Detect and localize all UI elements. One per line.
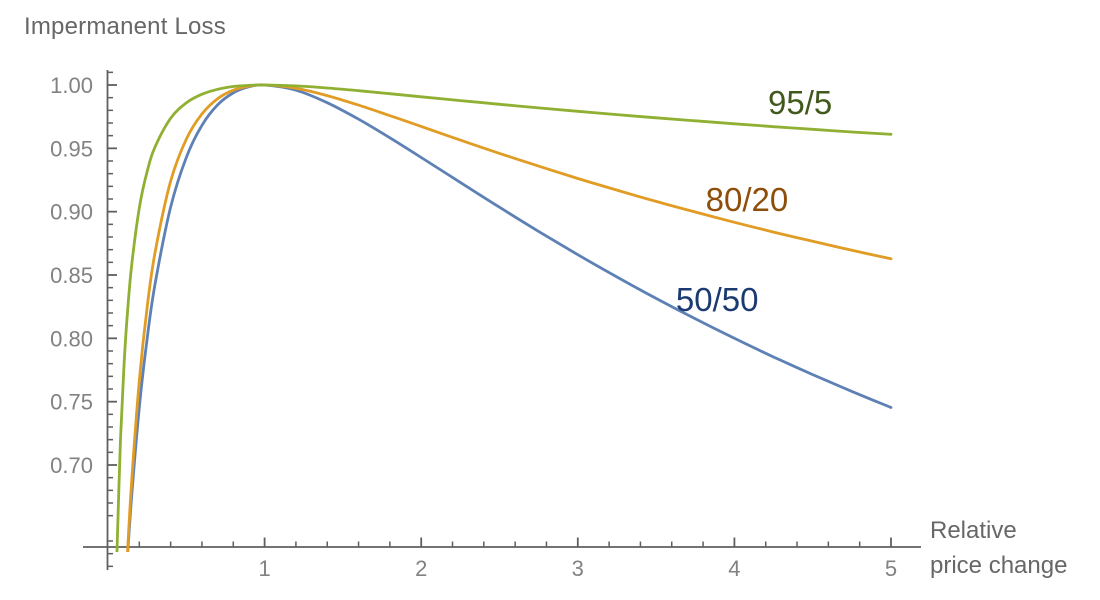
x-tick-label: 3 (572, 556, 584, 581)
y-tick-label: 0.80 (50, 326, 93, 351)
y-tick-label: 0.75 (50, 390, 93, 415)
y-tick-label: 0.85 (50, 263, 93, 288)
x-axis-name-line1: Relative (930, 517, 1017, 544)
x-tick-label: 2 (415, 556, 427, 581)
series-line-50-50 (126, 83, 893, 552)
x-axis-name-line2: price change (930, 552, 1068, 579)
series-line-80-20 (126, 83, 893, 552)
x-axis-name: Relative price change (930, 513, 1067, 583)
y-tick-label: 0.90 (50, 200, 93, 225)
y-ticks: 0.70 0.75 0.80 0.85 0.90 0.95 1.00 (50, 71, 117, 568)
x-ticks: 1 2 3 4 5 (138, 537, 897, 581)
x-tick-label: 5 (885, 556, 897, 581)
y-tick-label: 0.95 (50, 136, 93, 161)
y-tick-label: 0.70 (50, 453, 93, 478)
chart-title: Impermanent Loss (24, 13, 226, 40)
series-line-95-5 (115, 83, 893, 552)
x-tick-label: 4 (728, 556, 740, 581)
curve-label-80-20: 80/20 (706, 181, 789, 218)
x-tick-label: 1 (258, 556, 270, 581)
curve-label-50-50: 50/50 (676, 281, 759, 318)
curve-label-95-5: 95/5 (768, 84, 832, 121)
curves (115, 83, 893, 552)
y-tick-label: 1.00 (50, 73, 93, 98)
